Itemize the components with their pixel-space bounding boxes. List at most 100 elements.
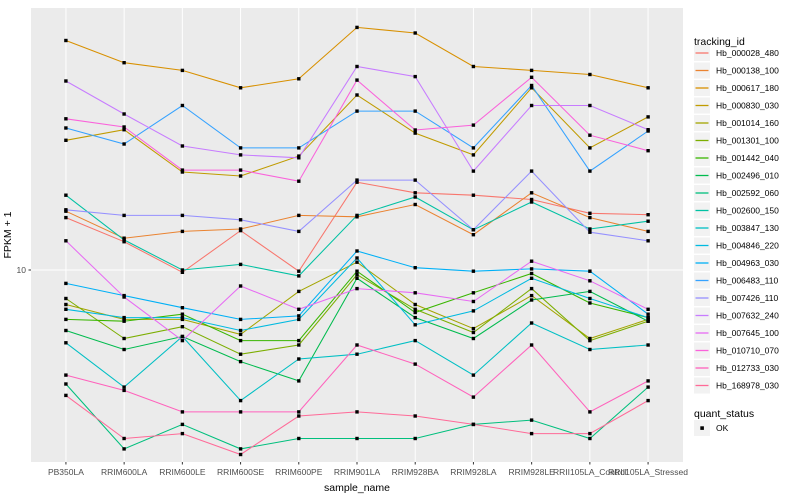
data-point [64, 79, 68, 83]
legend-entry: Hb_007426_110 [694, 290, 779, 306]
data-point [471, 330, 476, 335]
data-point [238, 174, 243, 178]
x-tick-label: RRII105LA_Control [553, 467, 627, 477]
x-tick-label: RRIM928LA [450, 467, 497, 477]
data-point [297, 410, 301, 414]
x-tick-label: RRII105LA_Stressed [608, 467, 688, 477]
data-point [180, 68, 185, 73]
data-point [413, 266, 417, 270]
data-point [471, 233, 476, 237]
data-point [588, 410, 592, 414]
legend-entry: Hb_007632_240 [694, 307, 779, 324]
legend-entry: Hb_012733_030 [694, 360, 779, 376]
data-point [588, 336, 592, 341]
legend-entry: Hb_003847_130 [694, 220, 779, 236]
data-point [588, 289, 592, 294]
quant-legend-entry: OK [694, 420, 729, 436]
data-point [646, 149, 650, 153]
data-point [413, 191, 417, 195]
legend-entry: Hb_002496_010 [694, 167, 779, 184]
data-point [529, 293, 534, 298]
data-point [471, 291, 476, 295]
quant-ok-point-icon [700, 426, 704, 430]
data-point [297, 307, 301, 311]
legend-label: Hb_002592_060 [716, 188, 779, 198]
data-point [588, 72, 592, 77]
data-point [238, 153, 243, 157]
data-point [238, 168, 243, 172]
data-point [355, 436, 359, 441]
data-point [646, 239, 650, 243]
data-point [180, 170, 185, 174]
data-point [355, 343, 359, 347]
data-point [529, 169, 534, 173]
data-point [646, 219, 650, 223]
data-point [471, 299, 476, 304]
data-point [413, 307, 417, 311]
data-point [297, 338, 301, 343]
data-point [588, 230, 592, 234]
data-point [529, 271, 534, 276]
legend-label: Hb_012733_030 [716, 363, 779, 373]
data-point [238, 410, 243, 414]
data-point [122, 112, 126, 116]
data-point [529, 298, 534, 302]
x-axis-ticks: PB350LA RRIM600LA RRIM600LE RRIM600SE RRIM60… [48, 462, 688, 477]
data-point [297, 379, 301, 383]
data-point [64, 239, 68, 243]
x-axis-title: sample_name [324, 482, 390, 494]
data-point [646, 86, 650, 90]
data-point [122, 315, 126, 320]
data-point [588, 215, 592, 220]
legend-label: Hb_010710_070 [716, 346, 779, 356]
x-tick-label: RRIM600PE [275, 467, 323, 477]
data-point [355, 180, 359, 184]
legend-label: Hb_002600_150 [716, 206, 779, 216]
data-point [238, 262, 243, 267]
data-point [122, 125, 126, 129]
data-point [64, 296, 68, 301]
data-point [588, 169, 592, 173]
legend-entry: Hb_001301_100 [694, 132, 779, 149]
data-point [413, 202, 417, 207]
data-point [413, 128, 417, 132]
data-point [238, 227, 243, 231]
data-point [64, 208, 68, 212]
data-point [297, 436, 301, 441]
data-point [355, 78, 359, 82]
data-point [122, 447, 126, 451]
data-point [646, 385, 650, 389]
data-point [646, 213, 650, 217]
data-point [529, 86, 534, 90]
legend-label: Hb_007632_240 [716, 311, 779, 321]
data-point [529, 259, 534, 263]
data-point [646, 398, 650, 403]
tracking-legend: Hb_000028_480 Hb_000138_100 Hb_000617_180 H… [694, 45, 779, 394]
data-point [471, 123, 476, 127]
data-point [355, 276, 359, 280]
data-point [180, 325, 185, 329]
data-point [297, 269, 301, 273]
legend-entry: Hb_001442_040 [694, 150, 779, 166]
data-point [529, 197, 534, 202]
data-point [471, 169, 476, 173]
data-point [180, 334, 185, 339]
data-point [471, 395, 476, 399]
data-point [238, 86, 243, 90]
x-tick-label: RRIM901LA [334, 467, 381, 477]
data-point [64, 341, 68, 345]
data-point [413, 436, 417, 441]
data-point [297, 314, 301, 318]
data-point [471, 326, 476, 331]
data-point [122, 238, 126, 242]
legend-label: Hb_004963_030 [716, 258, 779, 268]
data-point [413, 302, 417, 307]
data-point [180, 338, 185, 343]
data-point [588, 301, 592, 305]
legend-entry: Hb_002600_150 [694, 202, 779, 219]
data-point [646, 312, 650, 316]
legend-label: Hb_001301_100 [716, 136, 779, 146]
data-point [122, 295, 126, 299]
data-point [471, 269, 476, 273]
